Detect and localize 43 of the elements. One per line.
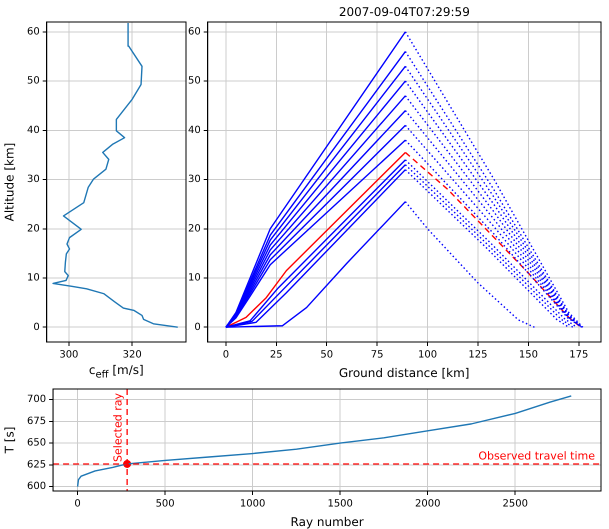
ref-line-label: Selected ray xyxy=(111,392,124,462)
y-tick-label: 60 xyxy=(26,26,40,38)
x-tick-label: 125 xyxy=(468,350,488,361)
x-tick-label: 1500 xyxy=(327,498,353,510)
x-tick-label: 2500 xyxy=(502,498,528,510)
x-tick-label: 50 xyxy=(320,350,334,361)
y-tick-label: 0 xyxy=(33,322,40,333)
y-tick-label: 40 xyxy=(188,124,201,136)
x-tick-label: 25 xyxy=(270,350,283,361)
ref-line-label: Observed travel time xyxy=(478,449,596,462)
chart-title: 2007-09-04T07:29:59 xyxy=(338,5,470,19)
y-tick-label: 650 xyxy=(26,438,46,449)
y-tick-label: 30 xyxy=(188,174,201,186)
y-tick-label: 10 xyxy=(188,272,201,284)
y-tick-label: 625 xyxy=(26,459,46,470)
x-tick-label: 100 xyxy=(418,350,438,361)
y-tick-label: 675 xyxy=(26,416,46,427)
x-tick-label: 500 xyxy=(156,498,175,510)
x-axis-title: Ray number xyxy=(290,515,364,529)
y-tick-label: 20 xyxy=(188,223,201,234)
y-tick-label: 700 xyxy=(26,394,46,406)
x-tick-label: 150 xyxy=(518,350,538,361)
y-tick-label: 40 xyxy=(26,124,40,136)
x-tick-label: 175 xyxy=(569,350,588,361)
x-axis-title: c$_{eff}$ [m/s] xyxy=(88,363,144,380)
x-tick-label: 0 xyxy=(74,498,81,510)
y-tick-label: 50 xyxy=(188,76,201,87)
y-tick-label: 10 xyxy=(26,272,40,284)
x-tick-label: 2000 xyxy=(414,498,440,510)
y-tick-label: 20 xyxy=(26,223,40,234)
x-tick-label: 320 xyxy=(122,350,142,361)
y-axis-title: T [s] xyxy=(2,426,16,454)
x-axis-title: Ground distance [km] xyxy=(338,366,470,380)
x-tick-label: 300 xyxy=(59,350,78,361)
y-tick-label: 60 xyxy=(188,26,201,38)
x-tick-label: 1000 xyxy=(240,498,266,510)
x-tick-label: 0 xyxy=(222,350,230,361)
y-tick-label: 600 xyxy=(26,481,46,492)
y-tick-label: 50 xyxy=(26,76,40,87)
y-tick-label: 0 xyxy=(194,322,201,333)
y-axis-title: Altitude [km] xyxy=(2,142,16,222)
y-tick-label: 30 xyxy=(26,174,40,186)
x-tick-label: 75 xyxy=(370,350,384,361)
